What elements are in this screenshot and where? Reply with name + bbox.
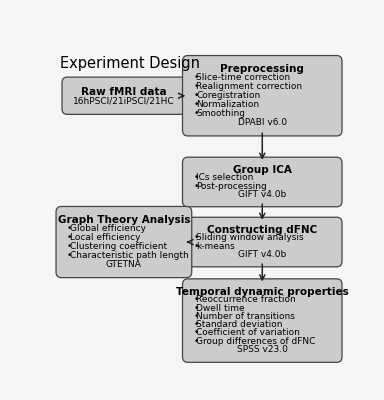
Text: Group ICA: Group ICA bbox=[233, 165, 292, 175]
Text: k-means: k-means bbox=[196, 242, 235, 250]
Text: •: • bbox=[193, 234, 199, 242]
Text: •: • bbox=[67, 233, 72, 242]
Text: Coregistration: Coregistration bbox=[196, 91, 260, 100]
FancyBboxPatch shape bbox=[56, 206, 192, 278]
Text: ICs selection: ICs selection bbox=[196, 174, 253, 182]
Text: Characteristic path length: Characteristic path length bbox=[70, 251, 189, 260]
Text: Constructing dFNC: Constructing dFNC bbox=[207, 225, 318, 235]
Text: •: • bbox=[67, 224, 72, 233]
Text: GIFT v4.0b: GIFT v4.0b bbox=[238, 190, 286, 199]
Text: •: • bbox=[193, 295, 199, 304]
FancyBboxPatch shape bbox=[182, 217, 342, 267]
Text: Group differences of dFNC: Group differences of dFNC bbox=[196, 337, 316, 346]
Text: Experiment Design: Experiment Design bbox=[60, 56, 200, 71]
Text: •: • bbox=[193, 304, 199, 313]
Text: Normalization: Normalization bbox=[196, 100, 259, 109]
Text: •: • bbox=[193, 337, 199, 346]
Text: •: • bbox=[193, 73, 199, 82]
Text: •: • bbox=[67, 242, 72, 251]
Text: •: • bbox=[193, 91, 199, 100]
Text: •: • bbox=[67, 251, 72, 260]
Text: Slice-time correction: Slice-time correction bbox=[196, 73, 290, 82]
FancyBboxPatch shape bbox=[182, 157, 342, 207]
Text: 16hPSCI/21iPSCI/21HC: 16hPSCI/21iPSCI/21HC bbox=[73, 96, 175, 106]
Text: GTETNA: GTETNA bbox=[106, 260, 142, 269]
Text: SPSS v23.0: SPSS v23.0 bbox=[237, 345, 288, 354]
Text: •: • bbox=[193, 328, 199, 338]
FancyBboxPatch shape bbox=[62, 77, 186, 114]
Text: Standard deviation: Standard deviation bbox=[196, 320, 283, 329]
Text: Post-processing: Post-processing bbox=[196, 182, 267, 190]
Text: Smoothing: Smoothing bbox=[196, 109, 245, 118]
Text: Dwell time: Dwell time bbox=[196, 304, 245, 313]
Text: Graph Theory Analysis: Graph Theory Analysis bbox=[58, 215, 190, 225]
Text: Temporal dynamic properties: Temporal dynamic properties bbox=[176, 287, 349, 297]
Text: •: • bbox=[193, 182, 199, 190]
Text: Coefficient of variation: Coefficient of variation bbox=[196, 328, 300, 338]
Text: •: • bbox=[193, 320, 199, 329]
Text: Global efficiency: Global efficiency bbox=[70, 224, 146, 233]
Text: Raw fMRI data: Raw fMRI data bbox=[81, 87, 167, 97]
Text: Clustering coefficient: Clustering coefficient bbox=[70, 242, 167, 251]
FancyBboxPatch shape bbox=[182, 56, 342, 136]
Text: •: • bbox=[193, 174, 199, 182]
Text: DPABI v6.0: DPABI v6.0 bbox=[238, 118, 287, 127]
Text: •: • bbox=[193, 82, 199, 91]
FancyBboxPatch shape bbox=[182, 279, 342, 362]
Text: Sliding window analysis: Sliding window analysis bbox=[196, 234, 304, 242]
Text: Number of transitions: Number of transitions bbox=[196, 312, 295, 321]
Text: •: • bbox=[193, 242, 199, 250]
Text: Reoccurrence fraction: Reoccurrence fraction bbox=[196, 295, 296, 304]
Text: GIFT v4.0b: GIFT v4.0b bbox=[238, 250, 286, 259]
Text: •: • bbox=[193, 109, 199, 118]
Text: •: • bbox=[193, 100, 199, 109]
Text: Preprocessing: Preprocessing bbox=[220, 64, 304, 74]
Text: •: • bbox=[193, 312, 199, 321]
Text: Realignment correction: Realignment correction bbox=[196, 82, 302, 91]
Text: Local efficiency: Local efficiency bbox=[70, 233, 140, 242]
